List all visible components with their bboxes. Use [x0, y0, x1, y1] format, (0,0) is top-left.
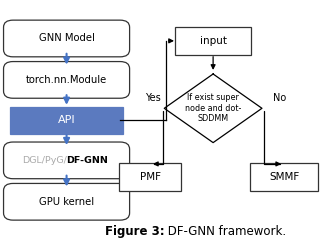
- FancyBboxPatch shape: [4, 142, 130, 179]
- FancyBboxPatch shape: [4, 61, 130, 98]
- Text: API: API: [58, 115, 75, 125]
- Text: GPU kernel: GPU kernel: [39, 197, 94, 207]
- FancyBboxPatch shape: [119, 163, 181, 191]
- FancyBboxPatch shape: [4, 184, 130, 220]
- Text: If exist super
node and dot-
SDDMM: If exist super node and dot- SDDMM: [185, 93, 241, 123]
- FancyBboxPatch shape: [250, 163, 318, 191]
- Text: DF-GNN: DF-GNN: [67, 156, 109, 165]
- Text: No: No: [273, 93, 286, 103]
- FancyBboxPatch shape: [10, 107, 123, 134]
- FancyBboxPatch shape: [175, 27, 251, 55]
- Text: Figure 3:: Figure 3:: [105, 225, 164, 238]
- Text: Yes: Yes: [145, 93, 161, 103]
- Text: DF-GNN framework.: DF-GNN framework.: [164, 225, 286, 238]
- Text: GNN Model: GNN Model: [39, 34, 95, 43]
- Text: SMMF: SMMF: [269, 172, 299, 182]
- FancyBboxPatch shape: [4, 20, 130, 57]
- Text: input: input: [200, 36, 227, 46]
- Text: PMF: PMF: [140, 172, 161, 182]
- Text: torch.nn.Module: torch.nn.Module: [26, 75, 107, 85]
- Text: DGL/PyG/: DGL/PyG/: [22, 156, 67, 165]
